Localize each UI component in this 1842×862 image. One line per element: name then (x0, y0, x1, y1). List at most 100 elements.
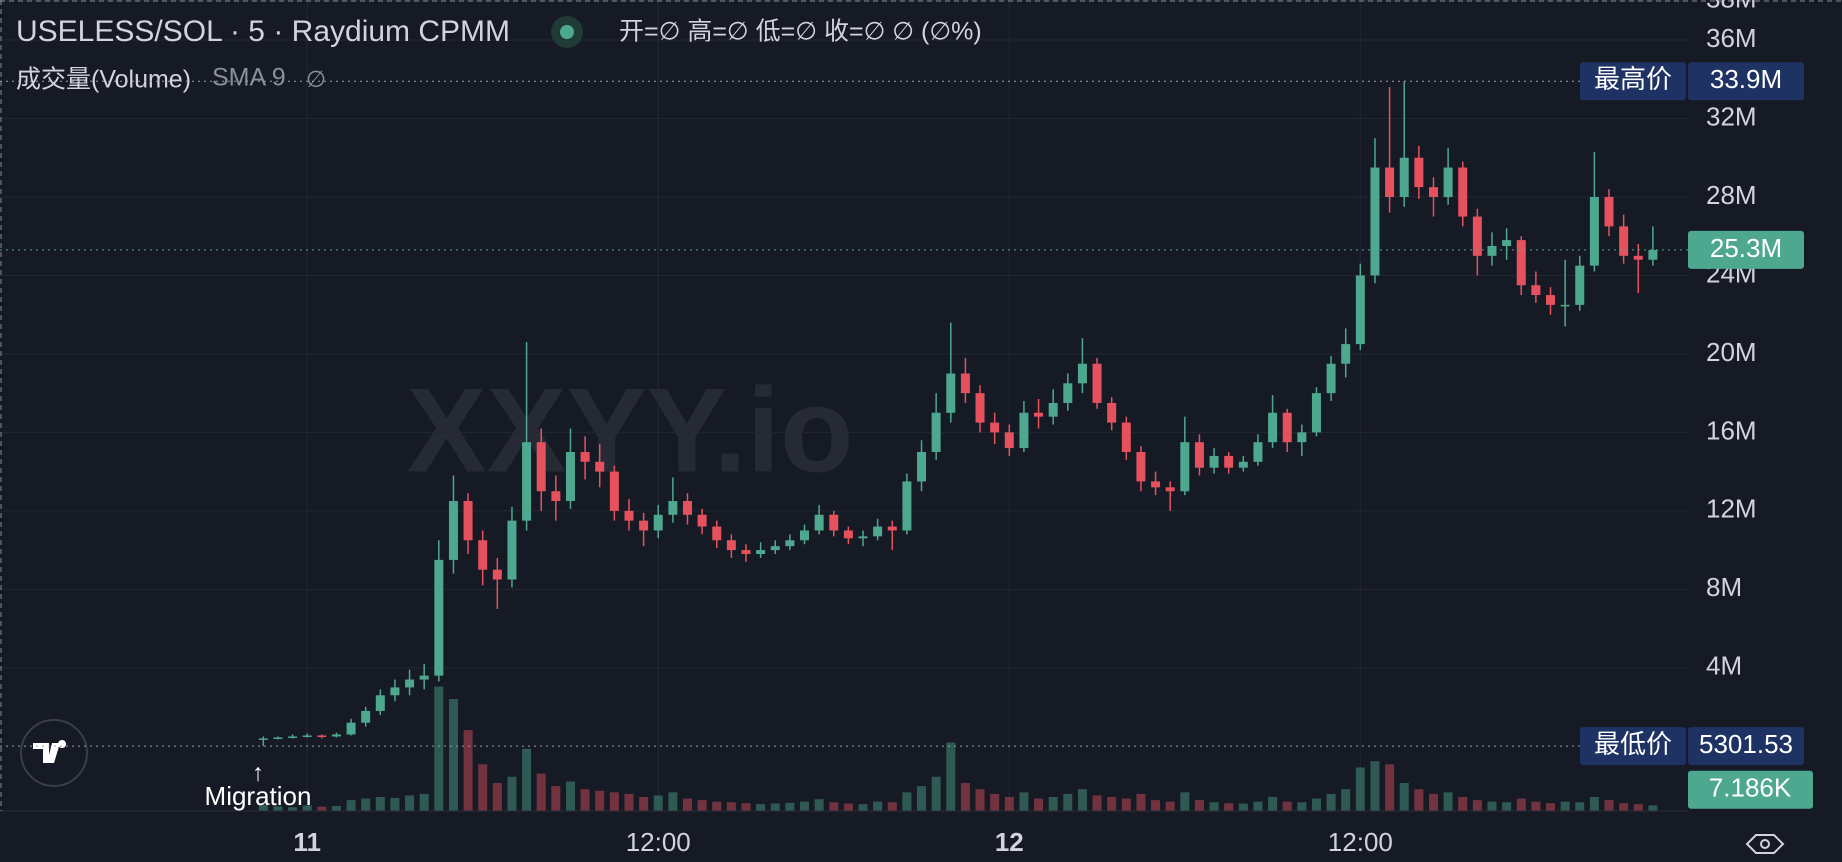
volume-bar (975, 789, 985, 811)
candle-body (1282, 412, 1292, 443)
annotation-arrow: ↑ (252, 759, 264, 786)
y-tick-label: 38M (1706, 0, 1757, 14)
price-line-tag (1580, 727, 1686, 766)
candle-body (1458, 167, 1468, 217)
candle-body (331, 734, 341, 737)
volume-bar (1019, 792, 1029, 811)
candle-body (1180, 442, 1190, 492)
candle-body (975, 393, 985, 423)
volume-bar (1589, 797, 1599, 811)
volume-bar (829, 802, 839, 811)
volume-bar (741, 803, 751, 811)
x-tick-label: 12:00 (626, 827, 691, 857)
volume-bar (1253, 801, 1263, 811)
volume-bar (492, 783, 502, 811)
candle-body (609, 471, 619, 511)
candle-body (317, 735, 327, 737)
candle-body (1355, 275, 1365, 345)
candle-body (1077, 363, 1087, 384)
volume-bar (1531, 801, 1541, 811)
volume-bar (1180, 792, 1190, 811)
candle-body (1165, 487, 1175, 492)
price-line-tag (1580, 62, 1686, 101)
annotation-text: Migration (205, 781, 312, 811)
x-tick-label: 11 (293, 827, 321, 857)
settings-icon[interactable] (1745, 834, 1785, 854)
volume-bar (1560, 801, 1570, 811)
candle-body (1385, 167, 1395, 197)
candle-body (1487, 246, 1497, 256)
volume-bar (1355, 767, 1365, 811)
volume-bar (858, 804, 868, 811)
candle-body (1004, 432, 1014, 449)
candle-body (258, 738, 268, 740)
price-line-value: 33.9M (1710, 64, 1782, 94)
candle-body (434, 559, 444, 676)
tv-logo[interactable] (20, 719, 88, 787)
volume-bar (873, 801, 883, 811)
candle-body (405, 679, 415, 688)
candle-body (1516, 240, 1526, 286)
volume-bar (302, 805, 312, 811)
candle-body (756, 550, 766, 555)
candle-body (492, 569, 502, 580)
candle-body (946, 373, 956, 413)
y-tick-label: 36M (1706, 23, 1757, 53)
volume-bar (317, 806, 327, 811)
candle-body (1224, 455, 1234, 468)
candle-body (1151, 481, 1161, 488)
candle-body (1560, 304, 1570, 307)
volume-bar (565, 781, 575, 811)
candle-body (1121, 422, 1131, 452)
volume-bar (1546, 803, 1556, 811)
volume-bar (1326, 793, 1336, 811)
volume-bar (1224, 803, 1234, 811)
volume-bar (1458, 797, 1468, 811)
y-tick-label: 4M (1706, 651, 1742, 681)
candle-body (551, 491, 561, 502)
candle-body (375, 695, 385, 711)
candle-body (390, 687, 400, 696)
y-tick-label: 12M (1706, 494, 1757, 524)
price-line-value-tag (1688, 727, 1804, 766)
candle-body (1297, 432, 1307, 443)
candle-body (726, 540, 736, 551)
candle-body (1019, 412, 1029, 449)
candle-body (990, 422, 1000, 433)
candle-body (843, 530, 853, 539)
volume-bar (390, 797, 400, 811)
volume-bar (1370, 761, 1380, 811)
volume-bar (405, 795, 415, 811)
volume-bar (288, 807, 298, 811)
volume-bar (785, 802, 795, 811)
volume-bar (478, 764, 488, 811)
candle-body (1589, 196, 1599, 266)
candle-body (814, 514, 824, 531)
candle-body (873, 526, 883, 537)
last-price-tag (1688, 230, 1804, 269)
volume-bar (1428, 793, 1438, 811)
volume-bar (1063, 793, 1073, 811)
y-tick-label: 28M (1706, 180, 1757, 210)
candle-body (1414, 157, 1424, 188)
volume-bar (1385, 764, 1395, 811)
volume-bar (843, 803, 853, 811)
volume-bar (917, 786, 927, 811)
last-volume-label: 7.186K (1709, 773, 1792, 803)
volume-title: 成交量(Volume) (16, 66, 191, 94)
volume-bar (1151, 800, 1161, 811)
volume-bar (1311, 798, 1321, 811)
settings-hex[interactable] (1745, 834, 1785, 854)
volume-bar (522, 748, 532, 811)
candle-body (1048, 402, 1058, 417)
candle-body (463, 501, 473, 541)
candle-body (1443, 167, 1453, 197)
volume-bar (682, 798, 692, 811)
volume-bar (639, 797, 649, 811)
volume-bar (551, 786, 561, 811)
candle-body (770, 546, 780, 551)
candle-body (1648, 249, 1658, 260)
watermark: XXYY.io (407, 364, 854, 498)
